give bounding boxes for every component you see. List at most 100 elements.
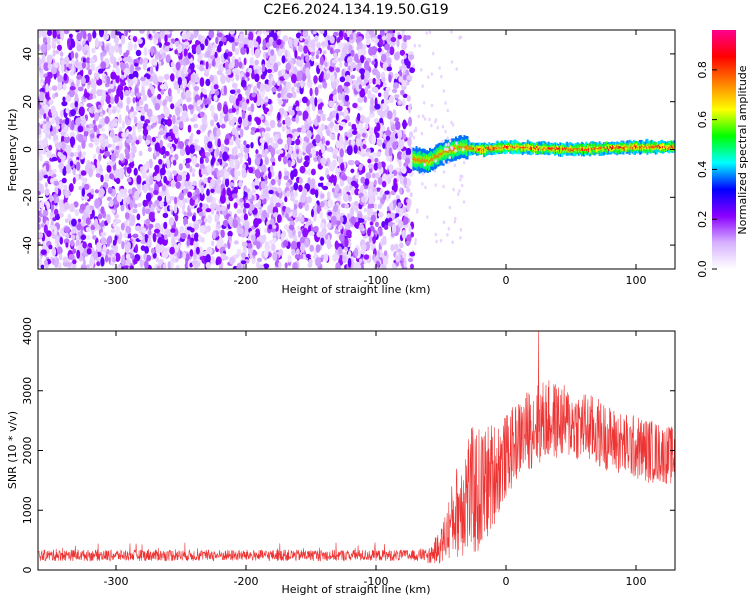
spectrogram-cell bbox=[291, 248, 296, 256]
spectrogram-cell bbox=[354, 247, 359, 258]
spectrogram-cell bbox=[163, 221, 168, 230]
spectrogram-cell bbox=[402, 93, 408, 99]
spectrogram-cell bbox=[299, 35, 303, 41]
spectrogram-cell bbox=[343, 109, 349, 117]
spectrogram-cell bbox=[298, 98, 302, 104]
spectrogram-cell bbox=[248, 39, 253, 49]
spectrogram-cell bbox=[57, 246, 63, 255]
spectrogram-cell bbox=[559, 146, 561, 152]
spectrogram-cell bbox=[175, 264, 180, 269]
spectrogram-cell bbox=[110, 30, 117, 39]
spectrogram-cell bbox=[407, 136, 412, 147]
spectrogram-cell bbox=[225, 61, 229, 71]
spectrogram-cell bbox=[40, 264, 45, 269]
spectrogram-cell bbox=[325, 182, 332, 187]
spectrogram-cell bbox=[344, 237, 349, 248]
spectrogram-cell bbox=[231, 42, 236, 52]
spectrogram-cell bbox=[171, 236, 175, 247]
spectrogram-cell bbox=[53, 168, 57, 174]
spectrogram-cell bbox=[91, 209, 95, 218]
spectrogram-cell bbox=[123, 265, 129, 269]
spectrogram-cell bbox=[107, 187, 113, 194]
spectrogram-cell bbox=[215, 184, 221, 194]
spectrogram-cell bbox=[310, 39, 316, 49]
spectrogram-cell bbox=[335, 262, 341, 269]
spectrogram-cell bbox=[253, 41, 259, 48]
spectrogram-cell bbox=[195, 106, 202, 112]
spectrogram-cell bbox=[159, 227, 164, 233]
spectrogram-cell bbox=[137, 38, 143, 45]
spectrogram-cell bbox=[388, 202, 394, 211]
spectrogram-cell bbox=[127, 188, 133, 195]
spectrogram-cell bbox=[330, 215, 337, 226]
spectrogram-cell bbox=[220, 205, 227, 212]
spectrogram-cell bbox=[220, 253, 226, 260]
spectrogram-cell bbox=[49, 194, 53, 203]
spectrogram-cell bbox=[92, 136, 99, 142]
spectrogram-cell bbox=[376, 122, 381, 132]
spectrogram-cell bbox=[397, 34, 402, 40]
spectrogram-cell bbox=[264, 175, 268, 181]
spectrogram-cell bbox=[223, 85, 227, 96]
spectrogram-cell bbox=[71, 218, 77, 227]
spectrogram-cell bbox=[92, 94, 97, 99]
spectrogram-cell bbox=[96, 261, 101, 267]
spectrogram-cell bbox=[210, 158, 215, 166]
spectrogram-cell bbox=[62, 256, 69, 263]
spectrogram-cell bbox=[51, 85, 58, 91]
spectrogram-cell bbox=[297, 110, 302, 116]
spectrogram-cell bbox=[241, 101, 248, 112]
spectrogram-cell bbox=[146, 124, 152, 131]
spectrogram-cell bbox=[324, 253, 329, 262]
spectrogram-cell bbox=[234, 253, 240, 259]
spectrogram-cell bbox=[78, 102, 84, 108]
spectrogram-cell bbox=[74, 92, 79, 102]
spectrogram-cell bbox=[524, 146, 527, 148]
spectrogram-cell bbox=[387, 32, 391, 42]
spectrogram-cell bbox=[76, 74, 82, 80]
spectrogram-cell bbox=[206, 195, 213, 203]
spectrogram-cell bbox=[475, 146, 478, 153]
spectrogram-cell bbox=[319, 231, 326, 240]
spectrogram-cell bbox=[135, 243, 138, 254]
spectrogram-cell bbox=[357, 112, 361, 122]
spectrogram-cell bbox=[86, 264, 91, 269]
spectrogram-cell bbox=[387, 110, 393, 120]
spectrogram-cell bbox=[126, 129, 129, 135]
spectrogram-cell bbox=[205, 208, 212, 213]
spectrogram-cell bbox=[189, 144, 195, 154]
spectrogram-cell bbox=[189, 165, 193, 173]
spectrogram-cell bbox=[50, 118, 56, 125]
spectrogram-cell bbox=[60, 30, 64, 41]
spectrogram-cell bbox=[251, 46, 254, 56]
spectrogram-cell bbox=[91, 47, 96, 54]
spectrogram-cell bbox=[118, 45, 122, 56]
spectrogram-cell bbox=[316, 115, 321, 123]
spectrogram-cell bbox=[564, 147, 567, 150]
spectrogram-cell bbox=[388, 95, 395, 104]
spectrogram-cell bbox=[173, 196, 178, 205]
spectrogram-cell bbox=[176, 174, 183, 182]
spectrogram-cell bbox=[360, 72, 365, 80]
spectrogram-cell bbox=[376, 151, 382, 158]
spectrogram-cell bbox=[394, 120, 401, 131]
spectrogram-cell bbox=[173, 244, 179, 253]
spectrogram-cell bbox=[92, 119, 96, 125]
spectrogram-cell bbox=[262, 38, 267, 48]
spectrogram-cell bbox=[132, 129, 136, 140]
spectrogram-cell bbox=[566, 147, 569, 150]
spectrogram-cell bbox=[315, 244, 321, 253]
spectrogram-cell bbox=[38, 258, 42, 267]
spectrogram-cell bbox=[377, 176, 383, 185]
spectrogram-cell bbox=[194, 73, 199, 82]
spectrogram-cell bbox=[204, 38, 209, 47]
spectrogram-cell bbox=[195, 39, 200, 46]
spectrogram-cell bbox=[175, 106, 181, 117]
spectrogram-cell bbox=[383, 82, 387, 87]
spectrogram-cell bbox=[123, 52, 129, 58]
spectrogram-cell bbox=[514, 146, 517, 149]
spectrogram-cell bbox=[369, 104, 373, 112]
spectrogram-cell bbox=[292, 228, 296, 236]
spectrogram-cell bbox=[114, 94, 119, 104]
spectrogram-cell bbox=[334, 48, 341, 53]
